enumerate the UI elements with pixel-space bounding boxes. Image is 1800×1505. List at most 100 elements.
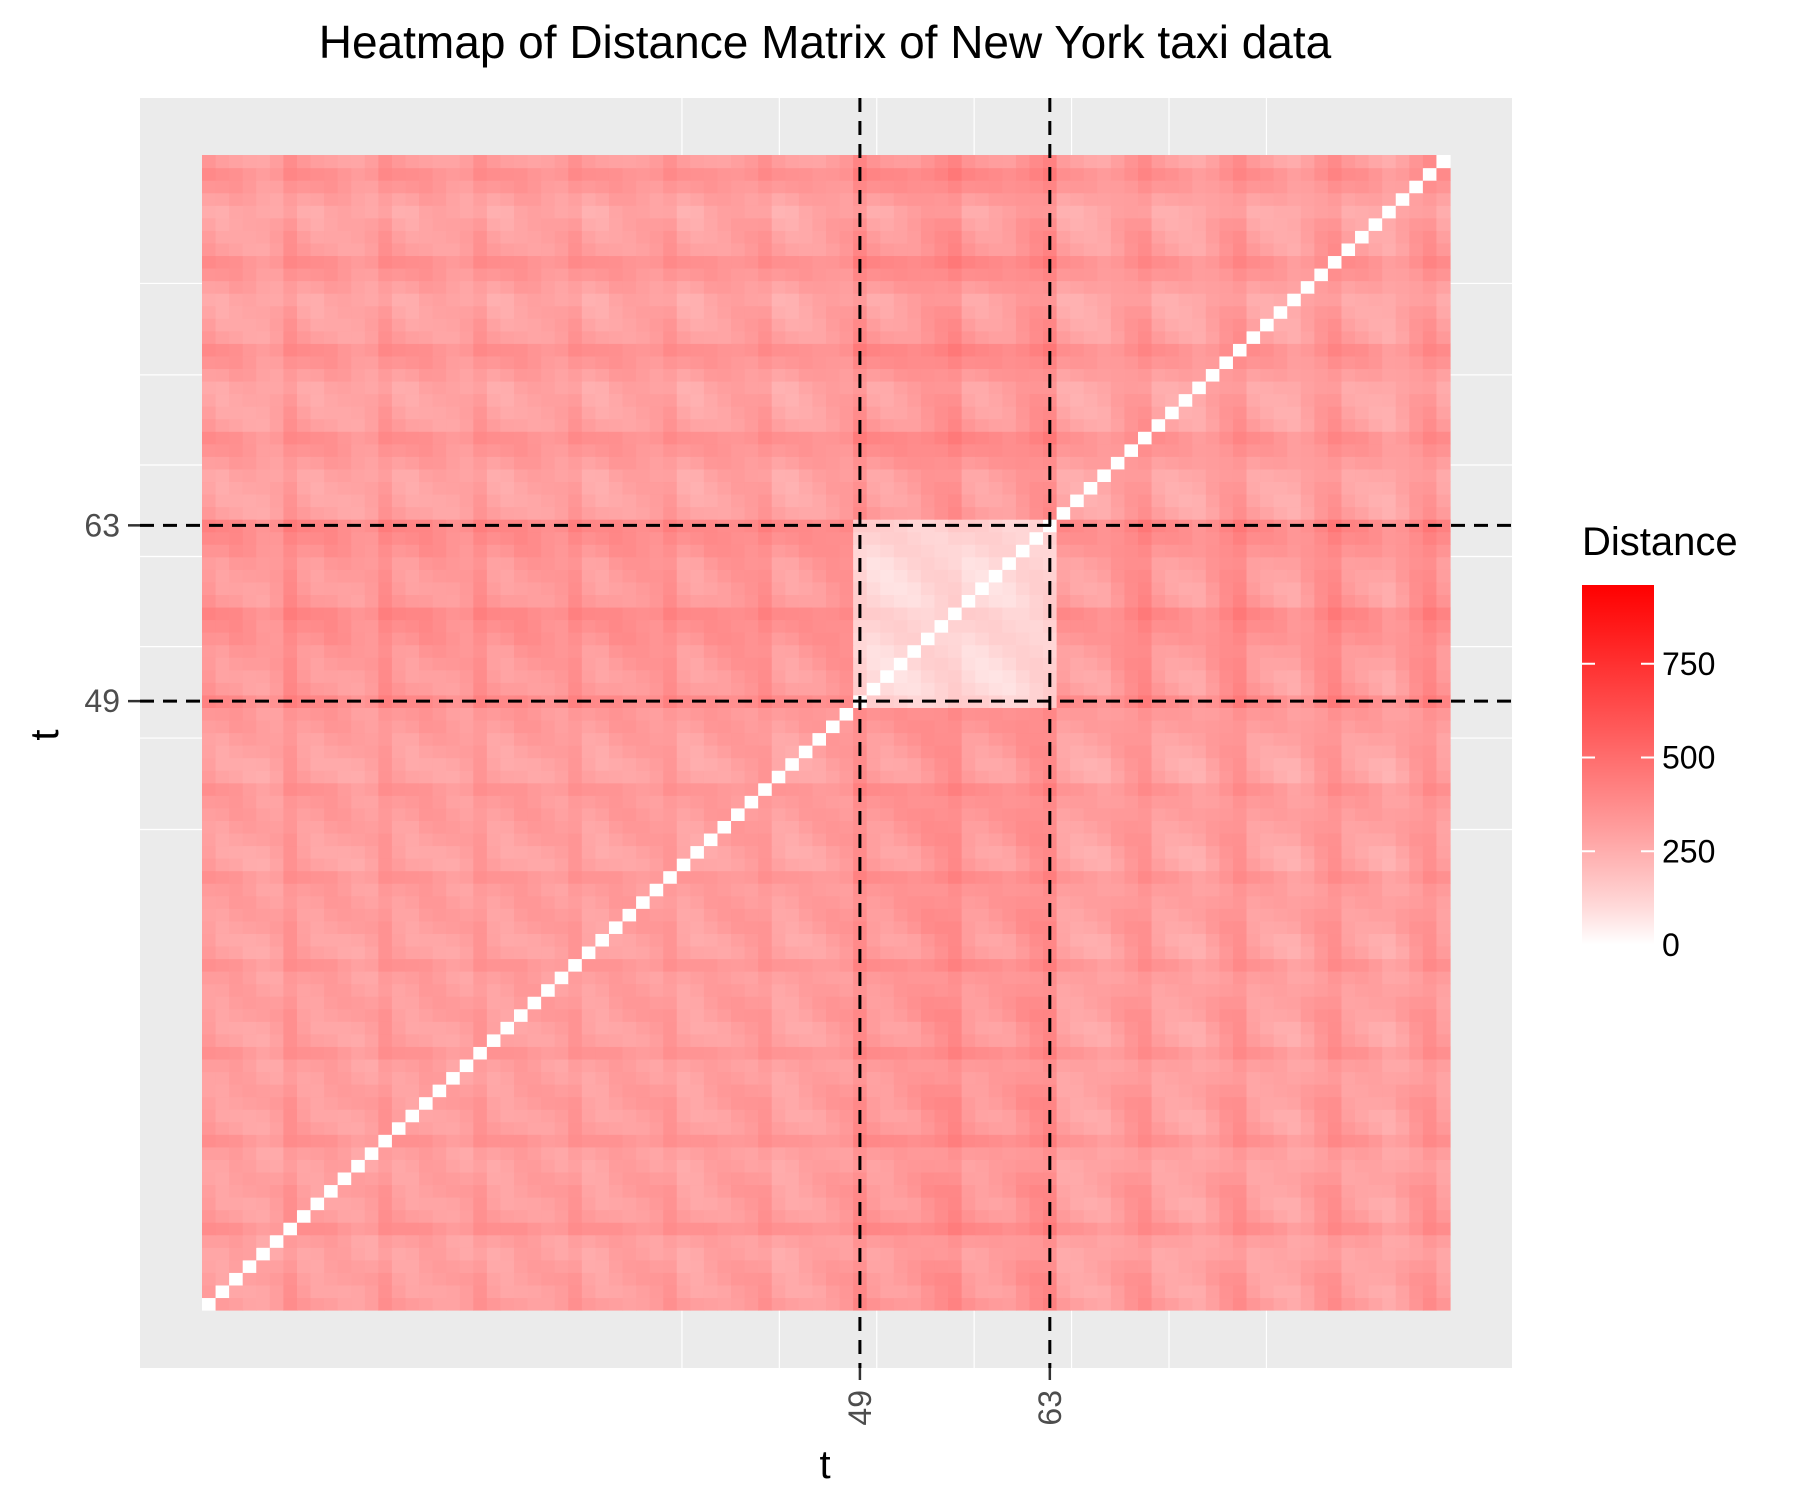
heatmap-cell <box>907 896 921 909</box>
heatmap-cell <box>1247 745 1261 758</box>
heatmap-cell <box>555 682 569 695</box>
heatmap-cell <box>609 1122 623 1135</box>
heatmap-cell <box>1314 1134 1328 1147</box>
heatmap-cell <box>690 820 704 833</box>
heatmap-cell <box>1138 645 1152 658</box>
heatmap-cell <box>623 1159 637 1172</box>
heatmap-cell <box>975 921 989 934</box>
heatmap-cell <box>690 1297 704 1310</box>
heatmap-cell <box>1206 896 1220 909</box>
heatmap-cell <box>460 1021 474 1034</box>
heatmap-cell <box>1152 733 1166 746</box>
heatmap-cell <box>392 720 406 733</box>
heatmap-cell <box>216 670 230 683</box>
heatmap-cell <box>256 896 270 909</box>
heatmap-cell <box>229 1197 243 1210</box>
heatmap-cell <box>907 845 921 858</box>
heatmap-cell <box>270 996 284 1009</box>
heatmap-cell <box>297 984 311 997</box>
heatmap-cell <box>989 833 1003 846</box>
heatmap-cell <box>840 670 854 683</box>
heatmap-cell <box>948 808 962 821</box>
heatmap-cell <box>216 707 230 720</box>
heatmap-cell <box>1247 783 1261 796</box>
heatmap-cell <box>473 783 487 796</box>
heatmap-cell <box>1179 657 1193 670</box>
heatmap-cell <box>1124 1184 1138 1197</box>
heatmap-cell <box>1274 720 1288 733</box>
heatmap-cell <box>216 1197 230 1210</box>
heatmap-cell <box>1124 1134 1138 1147</box>
heatmap-cell <box>500 682 514 695</box>
heatmap-cell <box>1287 896 1301 909</box>
heatmap-cell <box>1369 971 1383 984</box>
heatmap-cell <box>826 883 840 896</box>
heatmap-cell <box>338 1109 352 1122</box>
heatmap-cell <box>717 1071 731 1084</box>
heatmap-cell <box>311 1210 325 1223</box>
heatmap-cell <box>460 971 474 984</box>
heatmap-cell <box>1396 896 1410 909</box>
heatmap-cell <box>731 883 745 896</box>
heatmap-cell <box>446 1046 460 1059</box>
heatmap-cell <box>297 1197 311 1210</box>
heatmap-cell <box>392 1109 406 1122</box>
heatmap-cell <box>1206 1147 1220 1160</box>
heatmap-cell <box>392 1097 406 1110</box>
heatmap-cell <box>623 657 637 670</box>
heatmap-cell <box>935 758 949 771</box>
heatmap-cell <box>690 1260 704 1273</box>
heatmap-cell <box>1274 745 1288 758</box>
heatmap-cell <box>1016 820 1030 833</box>
heatmap-cell <box>419 883 433 896</box>
heatmap-cell <box>1206 958 1220 971</box>
heatmap-cell <box>338 1172 352 1185</box>
heatmap-cell <box>989 770 1003 783</box>
heatmap-cell <box>1341 996 1355 1009</box>
heatmap-cell <box>378 971 392 984</box>
heatmap-cell <box>785 984 799 997</box>
heatmap-cell <box>1219 858 1233 871</box>
heatmap-cell <box>1396 858 1410 871</box>
heatmap-cell <box>1192 833 1206 846</box>
heatmap-cell <box>1165 1197 1179 1210</box>
heatmap-cell <box>758 833 772 846</box>
heatmap-cell <box>731 845 745 858</box>
heatmap-cell <box>270 1197 284 1210</box>
heatmap-cell <box>1002 1134 1016 1147</box>
heatmap-cell <box>609 1097 623 1110</box>
heatmap-cell <box>704 745 718 758</box>
heatmap-cell <box>731 808 745 821</box>
heatmap-cell <box>1002 896 1016 909</box>
heatmap-cell <box>568 1260 582 1273</box>
heatmap-cell <box>1070 858 1084 871</box>
heatmap-cell <box>690 845 704 858</box>
heatmap-cell <box>1423 707 1437 720</box>
heatmap-cell <box>1382 1235 1396 1248</box>
heatmap-cell <box>907 645 921 658</box>
heatmap-cell <box>1002 808 1016 821</box>
heatmap-cell <box>1057 1297 1071 1310</box>
heatmap-cell <box>962 657 976 670</box>
heatmap-cell <box>921 795 935 808</box>
heatmap-cell <box>989 908 1003 921</box>
heatmap-cell <box>1436 670 1450 683</box>
heatmap-cell <box>989 1084 1003 1097</box>
heatmap-cell <box>772 733 786 746</box>
heatmap-cell <box>1409 1059 1423 1072</box>
heatmap-cell <box>338 1197 352 1210</box>
heatmap-cell <box>717 958 731 971</box>
heatmap-cell <box>975 1084 989 1097</box>
heatmap-cell <box>677 858 691 871</box>
heatmap-cell <box>745 808 759 821</box>
heatmap-cell <box>1084 946 1098 959</box>
heatmap-cell <box>894 645 908 658</box>
heatmap-cell <box>948 632 962 645</box>
heatmap-cell <box>555 1247 569 1260</box>
heatmap-cell <box>243 1097 257 1110</box>
heatmap-cell <box>324 1172 338 1185</box>
heatmap-cell <box>1165 1009 1179 1022</box>
heatmap-cell <box>785 845 799 858</box>
heatmap-cell <box>595 958 609 971</box>
heatmap-cell <box>1057 1021 1071 1034</box>
